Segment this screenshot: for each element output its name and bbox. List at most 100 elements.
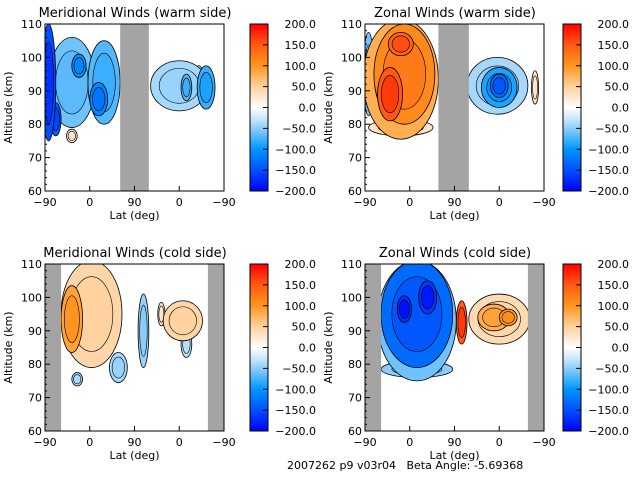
colorbar-tick-label: −100.0 [275,143,316,156]
chart-title: Zonal Winds (warm side) [374,6,536,21]
y-tick-label: 80 [28,358,42,371]
y-tick-label: 100 [341,291,362,304]
chart-panel-zon-cold: Zonal Winds (cold side) 60 70 80 90 100 110 −90… [322,246,629,462]
y-tick-label: 60 [28,425,42,438]
y-tick-label: 100 [21,291,42,304]
y-axis-label: Altitude (km) [322,71,335,143]
x-axis-label: Lat (deg) [430,209,480,222]
y-axis-label: Altitude (km) [2,311,15,383]
x-tick-label: 0 [496,436,503,449]
x-tick-label: 0 [406,196,413,209]
colorbar-tick-label: −200.0 [275,425,316,438]
y-tick-label: 110 [341,18,362,31]
x-tick-label: 0 [176,436,183,449]
x-tick-label: 0 [406,436,413,449]
x-tick-label: 90 [448,196,462,209]
colorbar-tick-label: 150.0 [598,279,630,292]
x-tick-label: 90 [128,436,142,449]
plot-area [45,24,224,191]
colorbar-tick-label: 100.0 [285,60,317,73]
colorbar-tick-label: 150.0 [285,39,317,52]
y-tick-label: 70 [28,152,42,165]
contour-line [158,67,200,104]
no-data-band [120,24,149,191]
colorbar-tick-label: −50.0 [282,362,316,375]
y-tick-label: 80 [28,118,42,131]
y-tick-label: 70 [28,392,42,405]
colorbar-tick-label: 50.0 [292,81,317,94]
colorbar-tick-label: −200.0 [588,425,629,438]
plot-area [45,264,224,431]
y-axis-label: Altitude (km) [2,71,15,143]
x-tick-label: −90 [353,196,376,209]
colorbar-tick-label: 50.0 [605,81,630,94]
colorbar-tick-label: 200.0 [285,258,317,271]
plot-area [365,24,544,191]
colorbar-tick-label: −150.0 [588,404,629,417]
x-tick-label: 0 [176,196,183,209]
colorbar-tick-label: −200.0 [588,185,629,198]
y-tick-label: 60 [348,425,362,438]
colorbar-tick-label: −100.0 [588,143,629,156]
colorbar-tick-label: −50.0 [595,362,629,375]
chart-panel-zon-warm: Zonal Winds (warm side) 60 70 80 90 100 110 −90… [322,6,629,222]
colorbar-tick-label: −150.0 [275,164,316,177]
y-tick-label: 70 [348,392,362,405]
contour-line [199,71,213,103]
x-tick-label: −90 [532,196,555,209]
colorbar-tick-label: 0.0 [612,102,630,115]
contour-line [492,77,506,95]
x-tick-label: 90 [448,436,462,449]
contour-line [168,306,197,336]
colorbar-tick-label: 100.0 [598,60,630,73]
chart-panel-mer-cold: Meridional Winds (cold side) 60 70 80 90 100 1… [2,246,316,462]
colorbar-tick-label: 100.0 [598,300,630,313]
y-tick-label: 60 [348,185,362,198]
contour-line [92,87,106,112]
x-tick-label: −90 [33,436,56,449]
colorbar-tick-label: −100.0 [588,383,629,396]
y-tick-label: 110 [341,258,362,271]
contour-line [391,35,410,53]
x-tick-label: 90 [128,196,142,209]
contour-line [182,77,191,98]
colorbar-tick-label: 200.0 [285,18,317,31]
footer-info: 2007262 p9 v03r04 Beta Angle: -5.69368 [287,459,524,472]
colorbar-tick-label: 150.0 [598,39,630,52]
no-data-band [365,264,382,431]
chart-title: Meridional Winds (cold side) [43,246,226,261]
chart-title: Meridional Winds (warm side) [39,6,232,21]
contour-line [380,75,400,114]
colorbar-tick-label: −200.0 [275,185,316,198]
colorbar-tick-label: 50.0 [292,321,317,334]
contour-line [73,57,85,75]
colorbar-tick-label: 150.0 [285,279,317,292]
contour-line [64,295,80,343]
no-data-band [45,264,62,431]
y-tick-label: 90 [28,85,42,98]
y-tick-label: 110 [21,258,42,271]
chart-panel-mer-warm: Meridional Winds (warm side) 60 70 80 90 100 1… [2,6,316,222]
colorbar-tick-label: 0.0 [612,342,630,355]
y-tick-label: 90 [28,325,42,338]
contour-line [139,304,148,357]
contour-line [111,356,125,379]
colorbar-tick-label: 200.0 [598,258,630,271]
colorbar-tick-label: 0.0 [299,342,317,355]
colorbar-tick-label: 50.0 [605,321,630,334]
plot-area [365,264,544,431]
y-axis-label: Altitude (km) [322,311,335,383]
contour-line [457,306,466,338]
x-tick-label: −90 [212,436,235,449]
y-tick-label: 70 [348,152,362,165]
contour-line [501,311,515,324]
x-axis-label: Lat (deg) [430,449,480,462]
y-tick-label: 100 [21,51,42,64]
y-tick-label: 80 [348,358,362,371]
x-tick-label: −90 [33,196,56,209]
contour-line [532,75,538,100]
x-tick-label: 0 [86,436,93,449]
x-tick-label: −90 [353,436,376,449]
colorbar-tick-label: −50.0 [595,122,629,135]
